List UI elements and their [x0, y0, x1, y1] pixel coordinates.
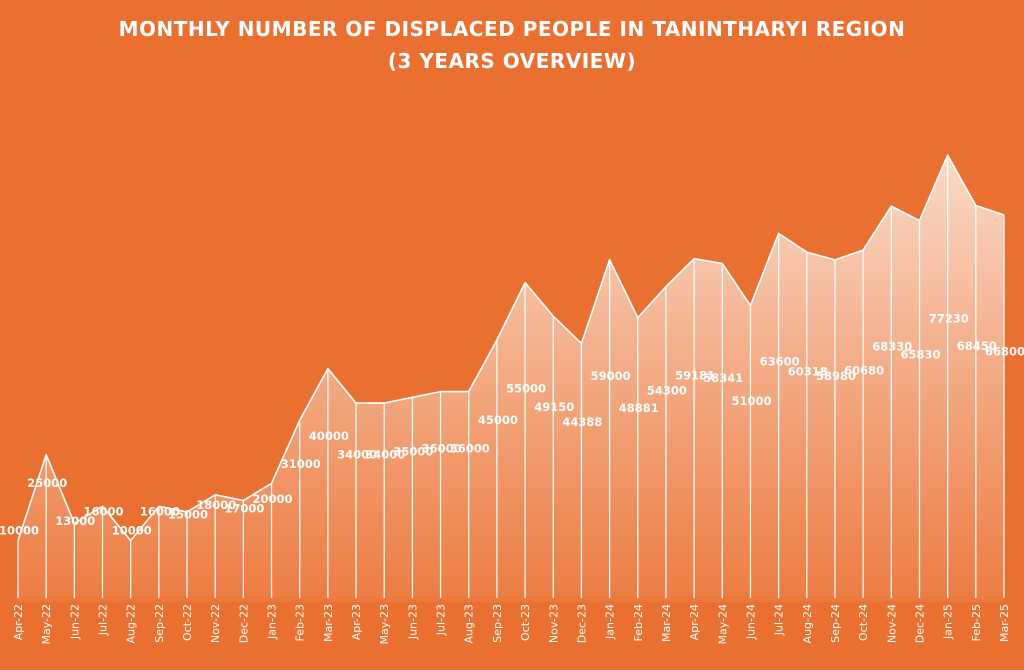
data-label: 68330 — [872, 339, 912, 353]
x-tick-label: Oct-23 — [519, 604, 532, 641]
chart-title: MONTHLY NUMBER OF DISPLACED PEOPLE IN TA… — [119, 17, 906, 41]
data-label: 10000 — [112, 523, 152, 537]
data-label: 58341 — [703, 371, 743, 385]
data-label: 17000 — [224, 501, 264, 515]
x-tick-label: Mar-24 — [660, 604, 673, 642]
x-tick-label: Apr-22 — [12, 604, 25, 640]
data-label: 16000 — [83, 504, 123, 518]
baseline-band — [18, 598, 1004, 602]
x-tick-label: Nov-22 — [209, 604, 222, 643]
data-label: 34000 — [365, 448, 405, 462]
x-tick-label: Sep-22 — [153, 604, 166, 643]
x-tick-label: Mar-23 — [322, 604, 335, 642]
x-tick-label: May-22 — [40, 604, 53, 645]
data-label: 13000 — [55, 514, 95, 528]
data-label: 40000 — [309, 429, 349, 443]
data-label: 48881 — [619, 401, 659, 415]
data-label: 55000 — [506, 382, 546, 396]
area-fill — [18, 155, 1004, 598]
data-label: 66800 — [985, 344, 1024, 358]
data-label: 51000 — [731, 394, 771, 408]
data-label: 44388 — [562, 415, 602, 429]
data-label: 15000 — [168, 508, 208, 522]
data-label: 59181 — [675, 368, 715, 382]
data-label: 34000 — [337, 448, 377, 462]
data-label: 60318 — [788, 365, 828, 379]
x-tick-label: Apr-24 — [688, 604, 701, 640]
x-tick-label: Sep-24 — [829, 604, 842, 643]
series-line — [17, 154, 1005, 542]
x-tick-label: Oct-22 — [181, 604, 194, 641]
data-label: 31000 — [281, 457, 321, 471]
data-label: 63600 — [760, 354, 800, 368]
x-tick-label: Jan-24 — [604, 604, 617, 640]
x-tick-label: Mar-25 — [998, 604, 1011, 642]
x-tick-label: Jun-23 — [406, 604, 419, 640]
x-tick-label: Dec-23 — [575, 604, 588, 643]
data-label: 54300 — [647, 384, 687, 398]
x-tick-label: Dec-22 — [237, 604, 250, 643]
data-label: 59000 — [591, 369, 631, 383]
x-tick-label: Oct-24 — [857, 604, 870, 641]
data-label: 20000 — [252, 492, 292, 506]
x-tick-label: Sep-23 — [491, 604, 504, 643]
x-tick-label: Feb-24 — [632, 604, 645, 641]
x-tick-label: Feb-23 — [294, 604, 307, 641]
x-tick-label: Nov-23 — [547, 604, 560, 643]
data-label: 36000 — [422, 441, 462, 455]
x-tick-label: Nov-24 — [885, 604, 898, 643]
x-tick-label: May-23 — [378, 604, 391, 645]
x-tick-label: Jun-24 — [745, 604, 758, 640]
x-tick-label: Apr-23 — [350, 604, 363, 640]
x-tick-label: Jul-24 — [773, 604, 786, 636]
data-label: 60680 — [844, 364, 884, 378]
x-tick-label: Feb-25 — [970, 604, 983, 641]
x-tick-label: Jan-25 — [942, 604, 955, 640]
data-label: 45000 — [478, 413, 518, 427]
data-label: 58980 — [816, 369, 856, 383]
data-label: 10000 — [0, 523, 39, 537]
plot-area: 1000025000130001600010000160001500018000… — [0, 154, 1024, 645]
x-tick-label: Jun-22 — [68, 604, 81, 640]
data-label: 16000 — [140, 504, 180, 518]
x-tick-label: Aug-22 — [125, 604, 138, 643]
x-tick-label: Jul-23 — [435, 604, 448, 636]
data-label: 68450 — [957, 339, 997, 353]
data-label: 18000 — [196, 498, 236, 512]
x-tick-label: Aug-23 — [463, 604, 476, 643]
x-tick-label: May-24 — [716, 604, 729, 645]
x-tick-label: Aug-24 — [801, 604, 814, 643]
data-label: 65830 — [900, 347, 940, 361]
data-label: 35000 — [393, 445, 433, 459]
data-label: 49150 — [534, 400, 574, 414]
x-tick-label: Dec-24 — [914, 604, 927, 643]
x-tick-label: Jan-23 — [266, 604, 279, 640]
data-label: 25000 — [27, 476, 67, 490]
data-label: 77230 — [929, 311, 969, 325]
x-tick-label: Jul-22 — [97, 604, 110, 636]
data-label: 36000 — [450, 441, 490, 455]
chart-subtitle: (3 YEARS OVERVIEW) — [388, 49, 636, 73]
